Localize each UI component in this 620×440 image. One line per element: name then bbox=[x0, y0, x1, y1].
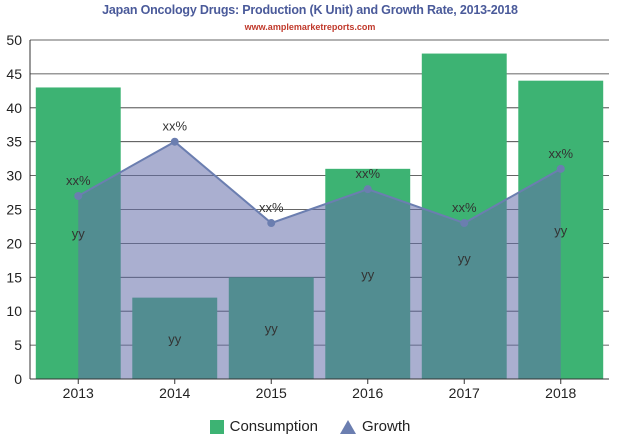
growth-data-label: xx% bbox=[259, 200, 284, 215]
legend-swatch-growth bbox=[340, 419, 357, 434]
growth-point-2014 bbox=[170, 137, 179, 146]
x-tick-label-2018: 2018 bbox=[545, 385, 576, 401]
legend: Consumption Growth bbox=[0, 418, 620, 435]
bar-data-label: yy bbox=[265, 321, 279, 336]
y-tick-label: 45 bbox=[6, 66, 22, 82]
y-tick-label: 30 bbox=[6, 168, 22, 184]
axes: 0 5 10 15 20 25 30 35 40 45 50 2013 2014 2015 2016 2017… bbox=[6, 32, 609, 401]
growth-area-fill bbox=[78, 141, 561, 379]
bar-data-label: yy bbox=[554, 223, 568, 238]
growth-point-2013 bbox=[74, 191, 83, 200]
area-series-growth bbox=[74, 137, 565, 379]
y-tick-label: 40 bbox=[6, 100, 22, 116]
growth-data-label: xx% bbox=[162, 119, 187, 134]
y-tick-label: 20 bbox=[6, 235, 22, 251]
x-tick-label-2016: 2016 bbox=[352, 385, 383, 401]
x-tick-label-2014: 2014 bbox=[159, 385, 190, 401]
y-tick-label: 15 bbox=[6, 269, 22, 285]
y-tick-label: 10 bbox=[6, 303, 22, 319]
x-tick-label-2017: 2017 bbox=[449, 385, 480, 401]
chart-subtitle: www.amplemarketreports.com bbox=[244, 22, 376, 32]
legend-label-consumption: Consumption bbox=[229, 418, 319, 435]
bar-data-label: yy bbox=[361, 267, 375, 282]
growth-data-label: xx% bbox=[548, 146, 573, 161]
growth-data-label: xx% bbox=[452, 200, 477, 215]
growth-line bbox=[77, 140, 562, 225]
chart-title: Japan Oncology Drugs: Production (K Unit… bbox=[102, 3, 518, 17]
growth-point-2017 bbox=[460, 219, 469, 228]
growth-point-2015 bbox=[267, 219, 276, 228]
legend-swatch-consumption bbox=[209, 419, 224, 434]
growth-data-label: xx% bbox=[355, 166, 380, 181]
legend-item-consumption[interactable]: Consumption bbox=[209, 418, 319, 435]
y-tick-label: 50 bbox=[6, 32, 22, 48]
legend-label-growth: Growth bbox=[362, 418, 411, 435]
y-tick-label: 35 bbox=[6, 134, 22, 150]
x-tick-label-2015: 2015 bbox=[256, 385, 287, 401]
bar-data-label: yy bbox=[168, 331, 182, 346]
legend-item-growth[interactable]: Growth bbox=[340, 418, 410, 435]
bar-data-label: yy bbox=[72, 226, 86, 241]
y-tick-label: 25 bbox=[6, 202, 22, 218]
y-tick-label: 5 bbox=[14, 337, 22, 353]
y-tick-label: 0 bbox=[14, 371, 22, 387]
growth-point-2018 bbox=[556, 164, 565, 173]
x-tick-label-2013: 2013 bbox=[63, 385, 94, 401]
growth-data-label: xx% bbox=[66, 173, 91, 188]
bar-data-label: yy bbox=[458, 251, 472, 266]
growth-point-2016 bbox=[363, 185, 372, 194]
data-labels: xx% xx% xx% xx% xx% xx% yy yy yy yy yy yy bbox=[66, 119, 574, 347]
